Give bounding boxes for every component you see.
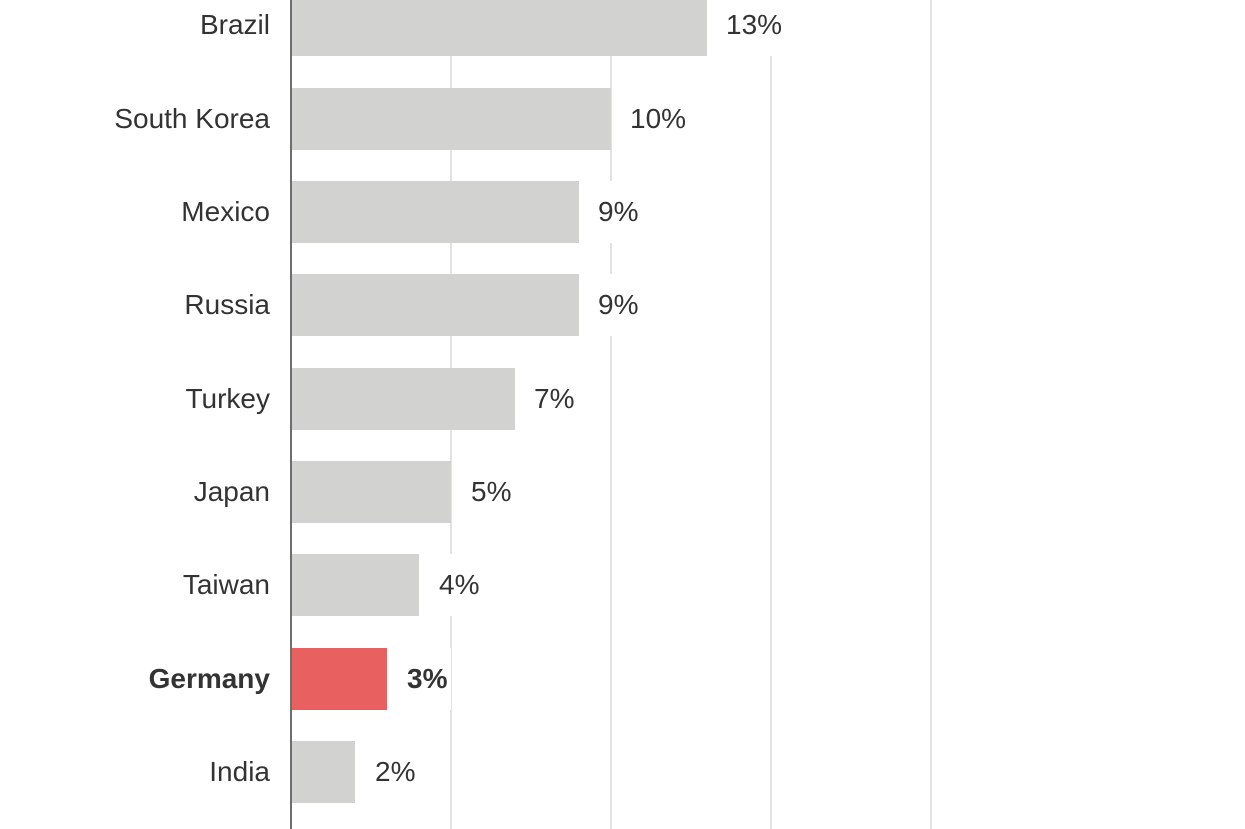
value-label: 9% [594,181,643,243]
y-axis-baseline [290,0,292,829]
bar [291,88,611,150]
bar [291,554,419,616]
bar [291,461,451,523]
gridline-10pct [610,0,612,829]
bar [291,274,579,336]
bar-row-mexico: Mexico 9% [0,181,1245,243]
bar [291,0,707,56]
gridline-15pct [770,0,772,829]
value-label: 7% [530,368,579,430]
category-label: India [209,756,270,787]
value-label: 2% [371,741,420,803]
bar-highlighted [291,648,387,710]
bar-row-japan: Japan 5% [0,461,1245,523]
bar-row-taiwan: Taiwan 4% [0,554,1245,616]
value-label: 9% [594,274,643,336]
bar-row-turkey: Turkey 7% [0,368,1245,430]
gridline-20pct [930,0,932,829]
category-label: Japan [193,476,270,507]
category-label: Turkey [185,383,270,414]
value-label: 5% [467,461,516,523]
category-label: Germany [148,663,270,694]
category-label: Taiwan [182,569,270,600]
value-label: 13% [722,0,787,56]
bar-row-india: India 2% [0,741,1245,803]
value-label: 10% [626,88,691,150]
bar [291,181,579,243]
bar-row-brazil: Brazil 13% [0,0,1245,56]
value-label: 3% [403,648,452,710]
value-label: 4% [435,554,484,616]
category-label: Russia [184,289,270,320]
category-label: Brazil [199,9,270,40]
bar [291,368,515,430]
bar-row-south-korea: South Korea 10% [0,88,1245,150]
bar [291,741,355,803]
bar-row-germany: Germany 3% [0,648,1245,710]
category-label: Mexico [181,196,270,227]
category-label: South Korea [114,103,270,134]
bar-row-russia: Russia 9% [0,274,1245,336]
